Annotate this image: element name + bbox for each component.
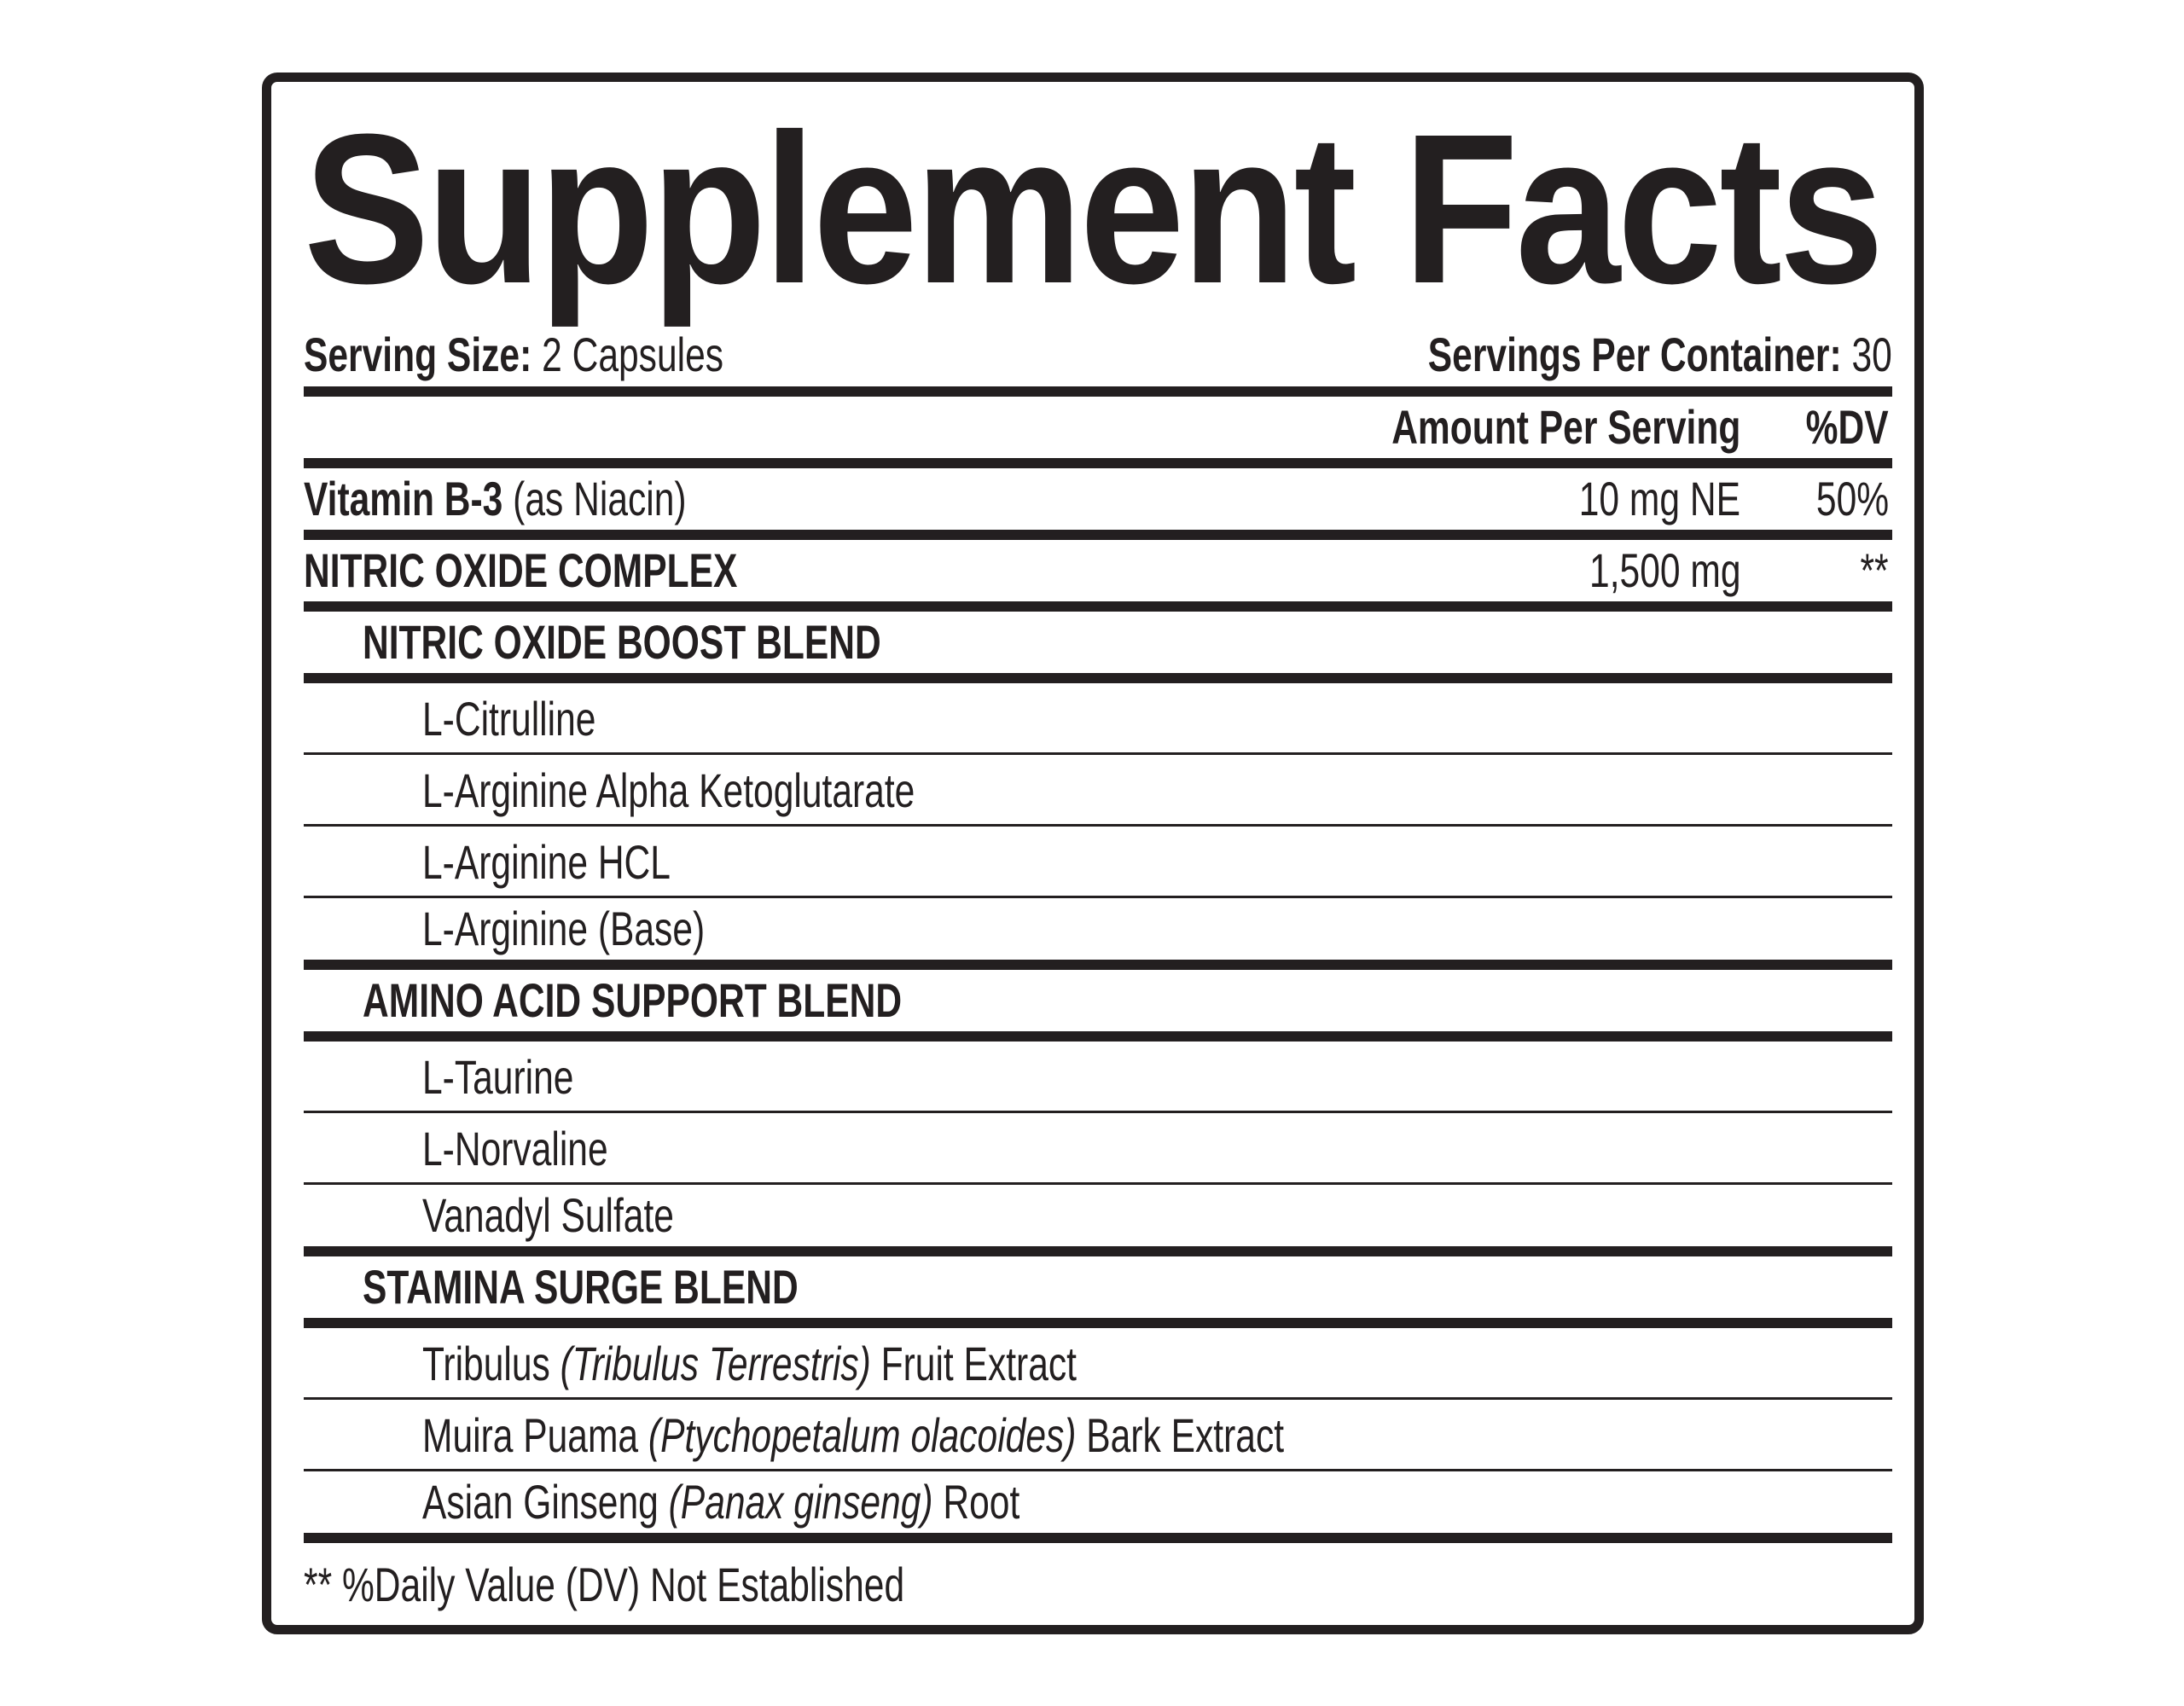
blend-row: STAMINA SURGE BLEND: [304, 1256, 1892, 1328]
blend-row: NITRIC OXIDE BOOST BLEND: [304, 612, 1892, 683]
ingredient-after-text: Root: [943, 1475, 1020, 1529]
serving-row: Serving Size: 2 Capsules Servings Per Co…: [304, 324, 1892, 397]
amount-per-serving-header: Amount Per Serving: [1391, 400, 1740, 454]
ingredient-normal-text: L-Taurine: [422, 1050, 574, 1104]
ingredient-name: Tribulus (Tribulus Terrestris) Fruit Ext…: [422, 1328, 1077, 1400]
ingredient-row: Asian Ginseng (Panax ginseng) Root: [304, 1471, 1892, 1543]
ingredient-normal-text: Vanadyl Sulfate: [422, 1188, 674, 1242]
ingredient-row: L-Citrulline: [304, 683, 1892, 755]
column-header-row: Amount Per Serving %DV: [304, 397, 1892, 468]
ingredient-italic-text: (Tribulus Terrestris): [560, 1337, 871, 1390]
ingredient-name: STAMINA SURGE BLEND: [363, 1256, 799, 1318]
blend-row: AMINO ACID SUPPORT BLEND: [304, 970, 1892, 1042]
label-title: Supplement Facts: [304, 90, 1884, 328]
ingredient-name: L-Norvaline: [422, 1113, 608, 1185]
ingredient-bold-text: NITRIC OXIDE BOOST BLEND: [363, 615, 881, 669]
ingredient-row: L-Arginine (Base): [304, 898, 1892, 970]
footnote: ** %Daily Value (DV) Not Established: [304, 1558, 905, 1611]
ingredient-after-text: Bark Extract: [1086, 1408, 1285, 1462]
ingredient-name: L-Citrulline: [422, 683, 595, 755]
ingredient-normal-text: Tribulus: [422, 1337, 550, 1390]
ingredient-bold-text: AMINO ACID SUPPORT BLEND: [363, 973, 903, 1027]
servings-per-container: Servings Per Container: 30: [1427, 328, 1892, 381]
nutrient-row: Vitamin B-3 (as Niacin) 10 mg NE 50%: [304, 468, 1892, 540]
ingredient-name: AMINO ACID SUPPORT BLEND: [363, 970, 902, 1031]
ingredient-name: Muira Puama (Ptychopetalum olacoides) Ba…: [422, 1400, 1284, 1471]
ingredient-normal-text: Asian Ginseng: [422, 1475, 659, 1529]
amount-value: 10 mg NE: [1578, 472, 1740, 525]
ingredient-row: L-Arginine Alpha Ketoglutarate: [304, 755, 1892, 827]
ingredient-bold-text: NITRIC OXIDE COMPLEX: [304, 543, 738, 597]
ingredient-name: NITRIC OXIDE COMPLEX: [304, 540, 737, 601]
ingredient-row: L-Norvaline: [304, 1113, 1892, 1185]
ingredient-row: L-Arginine HCL: [304, 827, 1892, 898]
label-border: [262, 73, 1924, 1634]
ingredient-row: Tribulus (Tribulus Terrestris) Fruit Ext…: [304, 1328, 1892, 1400]
amount-value: 1,500 mg: [1589, 543, 1740, 597]
ingredient-name: Vitamin B-3 (as Niacin): [304, 468, 687, 530]
ingredient-name: L-Arginine Alpha Ketoglutarate: [422, 755, 915, 827]
ingredient-row: Vanadyl Sulfate: [304, 1185, 1892, 1256]
complex-row: NITRIC OXIDE COMPLEX 1,500 mg **: [304, 540, 1892, 612]
serving-size: Serving Size: 2 Capsules: [304, 328, 724, 381]
ingredient-normal-text: L-Arginine (Base): [422, 902, 706, 955]
ingredient-normal-text: L-Arginine HCL: [422, 835, 671, 889]
ingredient-normal-text: Muira Puama: [422, 1408, 639, 1462]
ingredient-name: L-Arginine (Base): [422, 898, 705, 960]
ingredient-name: Asian Ginseng (Panax ginseng) Root: [422, 1471, 1019, 1533]
dv-value: 50%: [1815, 472, 1889, 525]
ingredient-name: L-Arginine HCL: [422, 827, 671, 898]
ingredient-italic-text: (Panax ginseng): [668, 1475, 933, 1529]
ingredient-name: L-Taurine: [422, 1042, 573, 1113]
ingredient-bold-text: STAMINA SURGE BLEND: [363, 1260, 799, 1314]
dv-header: %DV: [1806, 400, 1889, 454]
ingredient-after-text: Fruit Extract: [880, 1337, 1077, 1390]
ingredient-name: NITRIC OXIDE BOOST BLEND: [363, 612, 881, 673]
ingredient-normal-text: (as Niacin): [513, 472, 687, 525]
ingredient-row: Muira Puama (Ptychopetalum olacoides) Ba…: [304, 1400, 1892, 1471]
ingredient-normal-text: L-Citrulline: [422, 692, 596, 746]
ingredient-bold-text: Vitamin B-3: [304, 472, 503, 525]
ingredient-normal-text: L-Norvaline: [422, 1122, 608, 1175]
ingredient-italic-text: (Ptychopetalum olacoides): [648, 1408, 1077, 1462]
supplement-facts-table: Serving Size: 2 Capsules Servings Per Co…: [304, 324, 1892, 1543]
dv-value: **: [1860, 543, 1889, 597]
ingredient-normal-text: L-Arginine Alpha Ketoglutarate: [422, 763, 915, 817]
ingredient-row: L-Taurine: [304, 1042, 1892, 1113]
ingredient-name: Vanadyl Sulfate: [422, 1185, 674, 1246]
